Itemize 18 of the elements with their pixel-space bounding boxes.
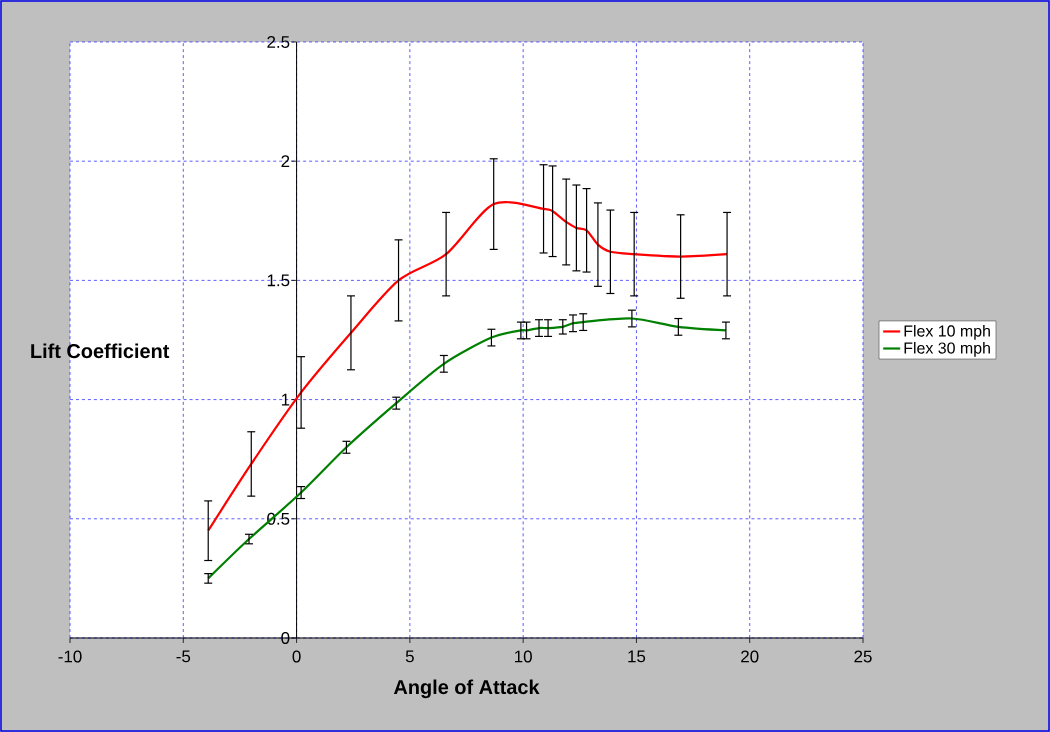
y-tick-label: 2 xyxy=(281,155,290,168)
x-tick-label: 15 xyxy=(628,650,646,663)
x-axis-title: Angle of Attack xyxy=(393,679,540,699)
y-tick-label: 2.5 xyxy=(267,35,290,48)
x-tick-label: 0 xyxy=(292,650,301,663)
x-tick-label: 20 xyxy=(741,650,759,663)
y-axis-title: Lift Coefficient xyxy=(31,343,170,359)
legend-label: Flex 10 mph xyxy=(904,324,990,340)
x-tick-label: 5 xyxy=(405,650,414,663)
x-tick-label: 10 xyxy=(515,650,532,663)
x-tick-label: 25 xyxy=(854,650,872,663)
line-series xyxy=(207,317,728,580)
y-tick-label: 1 xyxy=(281,393,290,406)
x-tick-label: -10 xyxy=(58,650,82,663)
legend-label: Flex 30 mph xyxy=(904,341,990,357)
y-tick-label: 1.5 xyxy=(267,274,290,287)
x-tick-label: -5 xyxy=(176,650,191,663)
y-tick-label: 0 xyxy=(281,631,290,644)
